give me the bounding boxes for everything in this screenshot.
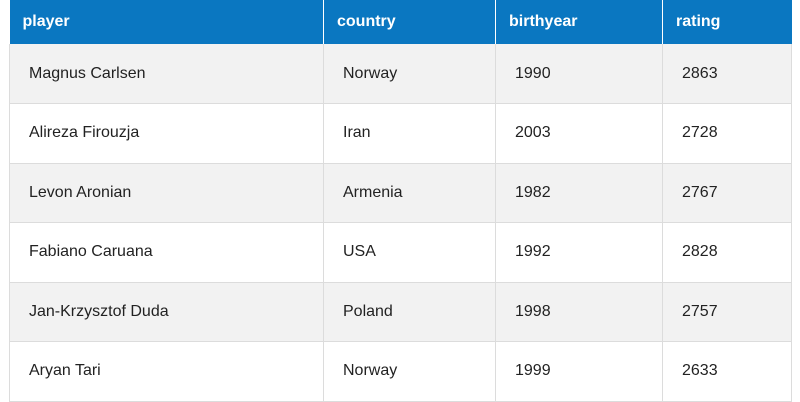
cell-player: Alireza Firouzja	[9, 103, 324, 163]
cell-player: Jan-Krzysztof Duda	[9, 282, 324, 342]
cell-rating: 2767	[682, 183, 718, 201]
column-header-rating[interactable]: rating	[676, 13, 721, 30]
table-row: Alireza Firouzja Iran 2003 2728	[9, 103, 792, 163]
cell-country: Norway	[323, 44, 496, 104]
table-header: player country birthyear rating	[9, 0, 792, 44]
cell-rating: 2828	[682, 243, 718, 261]
cell-country: Iran	[323, 103, 496, 163]
column-header-player[interactable]: player	[9, 0, 324, 44]
header-row: player country birthyear rating	[9, 0, 792, 44]
cell-rating: 2728	[682, 124, 718, 142]
cell-rating: 2863	[682, 64, 718, 82]
cell-rating: 2633	[682, 362, 718, 380]
cell-birthyear: 1999	[495, 341, 663, 401]
cell-birthyear: 1982	[495, 163, 663, 223]
cell-player: Magnus Carlsen	[9, 44, 324, 104]
cell-player: Aryan Tari	[9, 341, 324, 401]
cell-player: Levon Aronian	[9, 163, 324, 223]
players-table: player country birthyear rating Magnus C…	[9, 0, 792, 402]
cell-player: Fabiano Caruana	[9, 222, 324, 282]
cell-rating: 2757	[682, 302, 718, 320]
cell-country: USA	[323, 222, 496, 282]
table-body: Magnus Carlsen Norway 1990 2863 Alireza …	[9, 44, 792, 401]
players-table-container: player country birthyear rating Magnus C…	[9, 0, 792, 402]
cell-country: Poland	[323, 282, 496, 342]
table-row: Levon Aronian Armenia 1982 2767	[9, 163, 792, 223]
table-row: Jan-Krzysztof Duda Poland 1998 2757	[9, 282, 792, 342]
cell-birthyear: 1992	[495, 222, 663, 282]
table-row: Magnus Carlsen Norway 1990 2863	[9, 44, 792, 104]
cell-birthyear: 2003	[495, 103, 663, 163]
cell-country: Armenia	[323, 163, 496, 223]
table-row: Fabiano Caruana USA 1992 2828	[9, 222, 792, 282]
cell-birthyear: 1990	[495, 44, 663, 104]
column-header-birthyear[interactable]: birthyear	[495, 0, 663, 44]
cell-country: Norway	[323, 341, 496, 401]
column-header-country[interactable]: country	[323, 0, 496, 44]
cell-birthyear: 1998	[495, 282, 663, 342]
table-row: Aryan Tari Norway 1999 2633	[9, 341, 792, 401]
